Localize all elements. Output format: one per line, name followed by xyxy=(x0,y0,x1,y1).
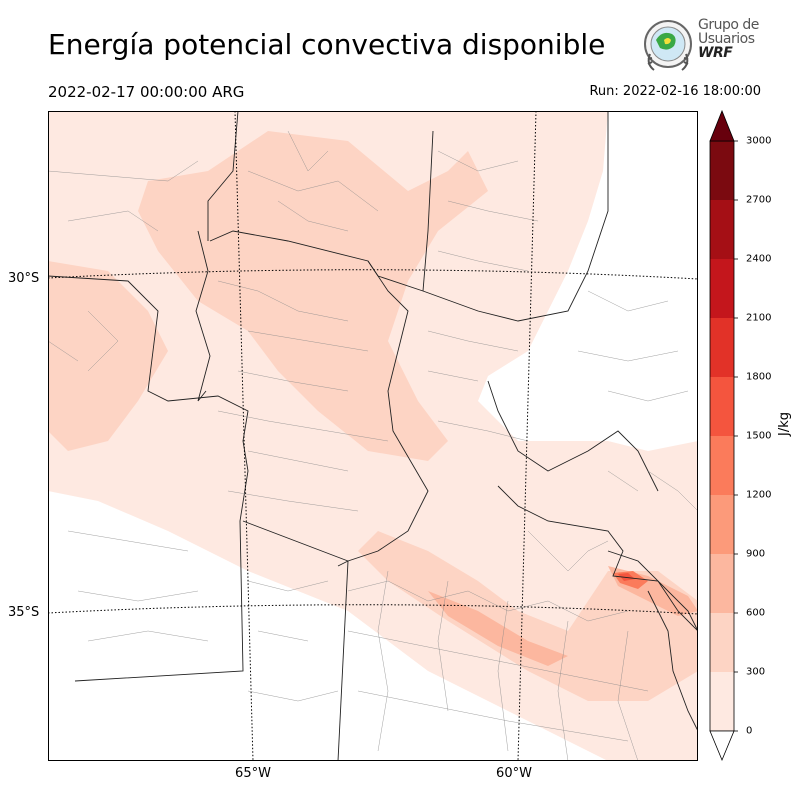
graticule xyxy=(48,111,698,761)
logo-line-2: Usuarios xyxy=(698,31,755,47)
run-time: Run: 2022-02-16 18:00:00 xyxy=(589,84,761,99)
colorbar-tick-label: 2700 xyxy=(746,194,772,206)
department-boundaries xyxy=(48,130,698,761)
coastline xyxy=(607,550,698,632)
cape-level-1-area-west xyxy=(48,261,168,451)
parallel-35s xyxy=(48,604,698,615)
colorbar-segment-2 xyxy=(710,554,734,613)
globe-seal-icon xyxy=(644,20,692,71)
coastline-south xyxy=(647,590,698,732)
logo-text: Grupo de Usuarios WRF xyxy=(698,18,759,60)
colorbar-tick-label: 2400 xyxy=(746,253,772,265)
lat-label-30s: 30°S xyxy=(8,271,40,286)
colorbar-tick-label: 3000 xyxy=(746,135,772,147)
colorbar-tick-label: 900 xyxy=(746,548,766,560)
cape-map xyxy=(48,111,698,761)
colorbar-tick-label: 2100 xyxy=(746,312,772,324)
colorbar-tick-label: 1800 xyxy=(746,371,772,383)
colorbar-tick-label: 300 xyxy=(746,666,766,678)
map-title: Energía potencial convectiva disponible xyxy=(48,28,606,61)
lon-label-60w: 60°W xyxy=(496,766,532,781)
logo-line-3: WRF xyxy=(698,45,733,61)
map-frame xyxy=(48,111,698,761)
cape-field xyxy=(48,111,698,761)
lat-label-35s: 35°S xyxy=(8,605,40,620)
cape-level-2-band xyxy=(428,591,568,666)
colorbar-tick-label: 0 xyxy=(746,725,753,737)
colorbar xyxy=(709,109,738,762)
parallel-30s xyxy=(48,269,698,280)
colorbar-segment-8 xyxy=(710,200,734,259)
colorbar-segment-7 xyxy=(710,259,734,318)
colorbar-tick-label: 600 xyxy=(746,607,766,619)
colorbar-unit: J/kg xyxy=(777,412,792,436)
colorbar-min-triangle xyxy=(709,730,735,762)
colorbar-tick-label: 1200 xyxy=(746,489,772,501)
colorbar-segment-0 xyxy=(710,672,734,731)
colorbar-tick-label: 1500 xyxy=(746,430,772,442)
colorbar-segment-1 xyxy=(710,613,734,672)
province-boundaries xyxy=(48,111,698,761)
lon-label-65w: 65°W xyxy=(235,766,271,781)
logo-line-1: Grupo de xyxy=(698,17,759,33)
cape-level-1-area-north xyxy=(138,131,488,461)
colorbar-segment-9 xyxy=(710,141,734,200)
colorbar-segment-5 xyxy=(710,377,734,436)
wrf-logo: Grupo de Usuarios WRF xyxy=(640,18,760,74)
cape-dry-zone-northeast xyxy=(528,191,698,451)
colorbar-segment-6 xyxy=(710,318,734,377)
colorbar-max-triangle xyxy=(709,109,735,142)
colorbar-segment-3 xyxy=(710,495,734,554)
cape-level-5-core xyxy=(618,573,635,581)
valid-time: 2022-02-17 00:00:00 ARG xyxy=(48,83,245,101)
colorbar-segment-4 xyxy=(710,436,734,495)
